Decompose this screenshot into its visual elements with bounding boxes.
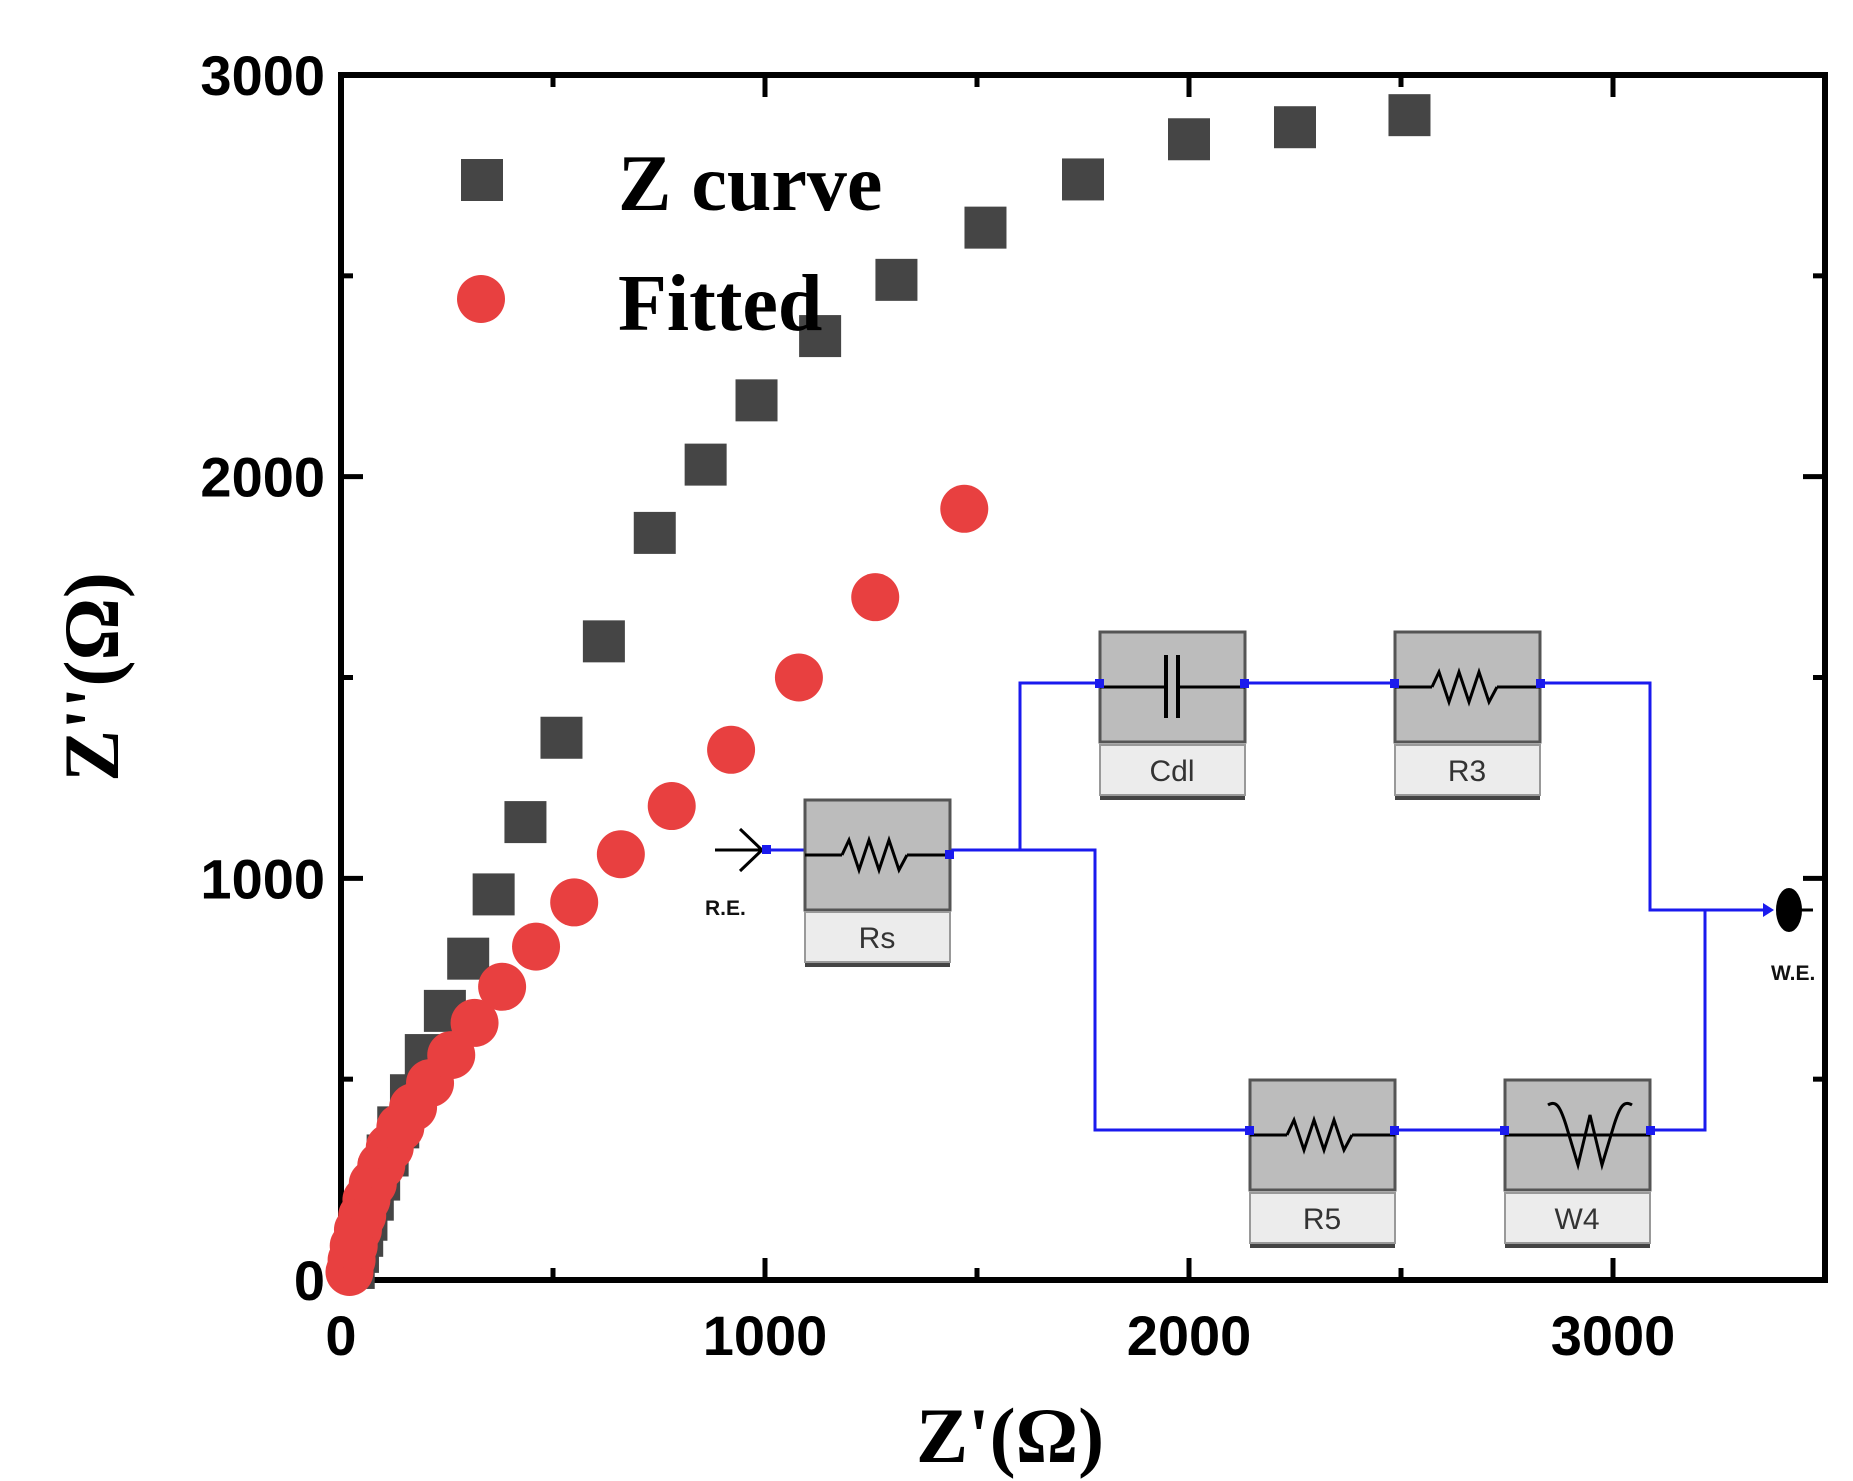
data-point-fitted [940, 484, 989, 533]
component-rs: Rs [803, 798, 952, 967]
x-axis-title: Z'(Ω) [916, 1392, 1104, 1479]
wire-connectors [762, 679, 1655, 1135]
data-point-fitted [774, 653, 823, 702]
x-tick-label: 1000 [703, 1304, 828, 1367]
data-point-fitted [851, 573, 900, 622]
axes: 0 1000 2000 3000 0 1000 2000 3000 [200, 44, 1828, 1367]
data-point-z-curve [504, 801, 547, 844]
data-point-z-curve [964, 206, 1007, 249]
x-tick-label: 2000 [1127, 1304, 1252, 1367]
data-point-z-curve [540, 716, 583, 759]
data-point-fitted [707, 725, 756, 774]
component-cdl: Cdl [1098, 630, 1247, 800]
data-point-z-curve [472, 873, 515, 916]
component-label-w4: W4 [1555, 1203, 1600, 1236]
warburg-symbol-w4 [1547, 1101, 1633, 1171]
resistor-symbol-rs [840, 835, 909, 875]
data-point-z-curve [1388, 94, 1431, 137]
y-tick-label: 2000 [200, 446, 325, 509]
data-point-z-curve [1274, 106, 1316, 149]
y-tick-label: 0 [294, 1249, 325, 1312]
data-point-z-curve [735, 379, 778, 422]
working-electrode-terminal: W.E. [1763, 888, 1815, 985]
component-label-r3: R3 [1448, 755, 1486, 788]
y-axis-title: Z''(Ω) [48, 572, 135, 782]
x-tick-label: 3000 [1551, 1304, 1676, 1367]
data-point-fitted [596, 830, 645, 879]
y-tick-label: 3000 [200, 44, 325, 107]
equivalent-circuit-inset: R.E. Rs Cdl [705, 630, 1815, 1248]
legend-label-z-curve: Z curve [618, 140, 882, 228]
component-w4: W4 [1503, 1078, 1652, 1248]
data-point-z-curve [447, 937, 490, 980]
working-electrode-label: W.E. [1771, 962, 1815, 985]
x-tick-label: 0 [325, 1304, 356, 1367]
data-point-fitted [512, 922, 561, 971]
component-r3: R3 [1393, 630, 1542, 800]
y-tick-label: 1000 [200, 847, 325, 910]
data-point-fitted [478, 962, 527, 1011]
legend-marker-z-curve [461, 159, 503, 201]
series-fitted [325, 484, 989, 1296]
data-point-z-curve [684, 443, 727, 486]
circuit-wires [767, 681, 1770, 1132]
legend-marker-fitted [457, 275, 505, 323]
data-point-fitted [550, 878, 599, 927]
legend-label-fitted: Fitted [618, 260, 822, 348]
component-label-r5: R5 [1303, 1203, 1341, 1236]
resistor-symbol-r5 [1285, 1115, 1354, 1155]
reference-electrode-terminal: R.E. [705, 827, 770, 920]
data-point-z-curve [582, 620, 625, 663]
data-point-fitted [647, 782, 696, 831]
data-points [325, 94, 1431, 1296]
data-point-z-curve [633, 511, 676, 554]
component-r5: R5 [1248, 1078, 1397, 1248]
data-point-z-curve [799, 315, 842, 358]
data-point-z-curve [875, 258, 918, 301]
legend: Z curve Fitted [457, 140, 882, 348]
resistor-symbol-r3 [1430, 667, 1499, 707]
component-label-cdl: Cdl [1149, 755, 1194, 788]
data-point-fitted [450, 998, 499, 1047]
data-point-z-curve [1168, 118, 1210, 161]
component-label-rs: Rs [859, 922, 896, 955]
data-point-z-curve [1062, 158, 1104, 201]
reference-electrode-label: R.E. [705, 897, 746, 920]
